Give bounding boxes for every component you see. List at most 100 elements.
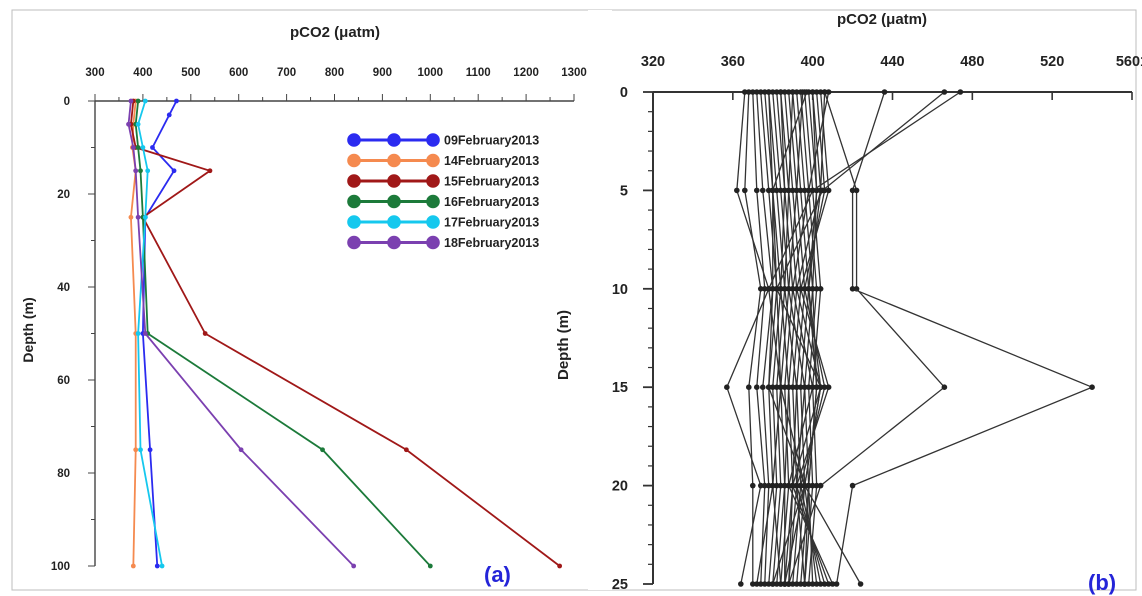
panel-a-y-tick-label: 0 (64, 96, 70, 108)
panel-a-y-tick-label: 40 (57, 282, 70, 294)
panel-a-frame (11, 9, 1137, 591)
panel-b-data-point (789, 187, 796, 194)
panel-a-series-line (134, 100, 431, 567)
panel-b-data-point (773, 384, 780, 391)
panel-b-data-point (761, 286, 768, 292)
panel-a-x-tick-label: 1000 (418, 67, 444, 79)
panel-b-profile (765, 89, 964, 587)
panel-b-x-axis: 320 360 400 440 480 520 5601 (641, 54, 1142, 100)
panel-a-x-tick-label: 400 (133, 67, 152, 79)
panel-b-data-point (805, 482, 812, 489)
panel-a-label: (a) (484, 562, 511, 587)
panel-a-legend-label: 14February2013 (444, 154, 539, 168)
panel-b-data-point (809, 482, 816, 489)
panel-b-data-point (813, 482, 820, 489)
panel-b-data-point (813, 286, 820, 292)
panel-a: pCO2 (μatm) 300 400 500 600 700 800 900 1000 110… (20, 24, 587, 587)
panel-a-legend-marker (387, 215, 401, 229)
panel-b-profile (742, 89, 764, 587)
panel-b-profile-line (788, 91, 946, 585)
panel-b-data-point (813, 89, 820, 95)
panel-b-data-point (777, 482, 784, 489)
panel-b-profile (781, 89, 800, 587)
panel-a-data-point (174, 98, 179, 104)
panel-b-profile-line (764, 91, 782, 585)
panel-a-legend-marker (347, 174, 361, 188)
panel-a-data-point (133, 447, 139, 453)
panel-b-data-point (769, 187, 776, 194)
panel-b-data-point (749, 581, 756, 587)
panel-a-legend-marker (426, 215, 440, 229)
panel-b-data-point (757, 482, 764, 489)
panel-a-series (126, 98, 357, 569)
panel-b-data-point (805, 286, 812, 292)
panel-b-data-point (825, 581, 832, 587)
panel-a-series-line (137, 100, 163, 567)
panel-a-y-axis: 0 20 40 60 80 100 (51, 96, 96, 573)
panel-a-legend-entry: 18February2013 (347, 235, 539, 250)
panel-b-data-point (809, 187, 816, 194)
panel-a-data-point (154, 563, 160, 569)
panel-b-data-point (789, 384, 796, 391)
panel-a-legend-entry: 15February2013 (347, 174, 539, 189)
panel-a-data-point (138, 168, 143, 174)
panel-a-data-point (142, 98, 148, 104)
panel-b-y-axis-title: Depth (m) (555, 310, 572, 380)
panel-a-data-point (133, 168, 139, 174)
panel-a-data-point (147, 447, 153, 453)
panel-a-legend-marker (426, 153, 440, 168)
panel-a-legend-marker (426, 133, 440, 147)
panel-b-data-point (797, 384, 804, 391)
panel-b-profile (749, 89, 768, 587)
panel-b-data-point (757, 581, 764, 587)
panel-b-data-point (777, 286, 784, 292)
panel-a-y-axis-title: Depth (m) (20, 297, 36, 362)
panel-b-y-tick-label: 25 (612, 577, 628, 593)
panel-b-data-point (941, 89, 948, 95)
panel-b-data-point (817, 89, 824, 95)
panel-b-x-tick-label: 440 (880, 54, 904, 70)
panel-b-data-point (781, 286, 788, 292)
panel-b-y-tick-label: 5 (620, 183, 628, 199)
panel-a-legend-marker (387, 194, 401, 209)
panel-b-y-tick-label: 20 (612, 479, 628, 495)
panel-a-legend-marker (347, 133, 361, 147)
panel-a-data-point (159, 563, 165, 569)
panel-b-profile (785, 89, 948, 587)
panel-b-data-point (761, 581, 768, 587)
panel-b-data-point (829, 581, 836, 587)
panel-a-data-point (427, 563, 433, 569)
panel-b-data-point (813, 581, 820, 587)
panel-a-data-point (166, 112, 172, 118)
panel-b-data-point (781, 581, 788, 587)
panel-a-x-tick-label: 1100 (466, 67, 491, 79)
panel-a-legend-label: 17February2013 (444, 216, 539, 230)
panel-a-legend-marker (426, 194, 440, 209)
panel-b-data-point (773, 89, 780, 95)
panel-a-x-axis-title: pCO2 (μatm) (290, 24, 380, 41)
panel-a-legend-label: 16February2013 (444, 195, 539, 209)
panel-b-profile-line (768, 91, 786, 585)
panel-b-data-point (781, 187, 788, 194)
panel-b-profile-line (788, 91, 806, 585)
panel-a-x-tick-label: 1200 (513, 67, 539, 79)
panel-a-data-point (171, 168, 177, 174)
panel-b-data-point (769, 89, 776, 95)
panel-b-data-point (777, 384, 784, 391)
panel-b-data-point (1089, 384, 1095, 391)
panel-a-legend-marker (387, 174, 401, 188)
panel-b-data-point (797, 187, 804, 194)
panel-b-x-axis-title: pCO2 (μatm) (837, 11, 927, 28)
panel-b-data-point (799, 89, 806, 95)
panel-b-data-point (777, 581, 784, 587)
panel-b-data-point (793, 89, 800, 95)
panel-b-data-point (765, 286, 772, 292)
panel-b-data-point (821, 581, 828, 587)
panel-b-data-point (785, 581, 792, 587)
panel-a-legend-marker (426, 174, 440, 188)
panel-b-data-point (857, 581, 864, 587)
panel-a-legend-entry: 09February2013 (347, 133, 539, 148)
panel-b-data-point (746, 384, 752, 391)
panel-b-profile-line (804, 91, 818, 585)
panel-b-profile-line (756, 91, 774, 585)
